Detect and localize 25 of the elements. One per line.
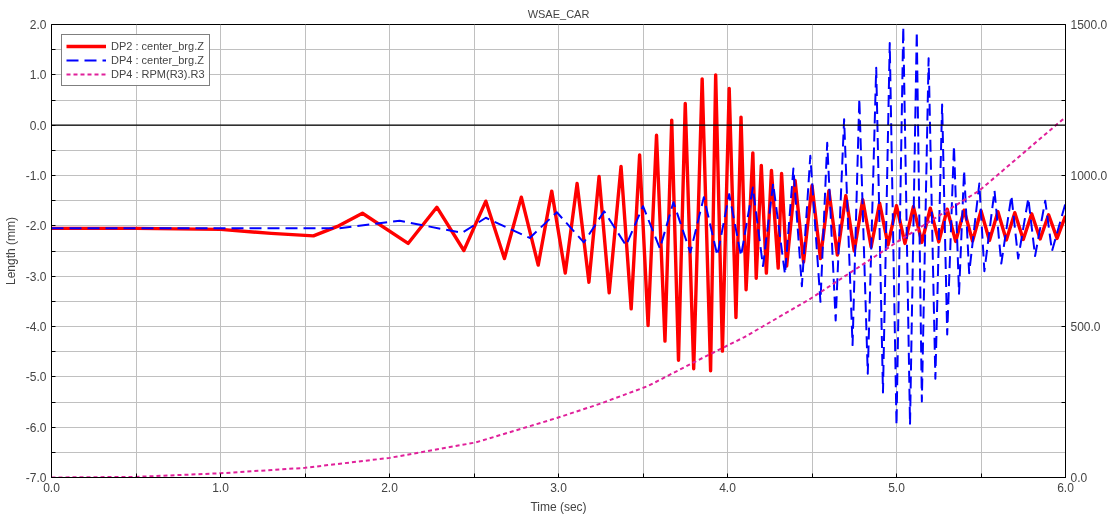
legend-label: DP4 : center_brg.Z [111,53,204,67]
chart-title: WSAE_CAR [527,7,590,20]
y-tick-label: 1.0 [29,68,47,83]
y-tick-label: 0.0 [29,118,47,133]
x-tick-label: 2.0 [381,480,399,495]
legend-label: DP4 : RPM(R3).R3 [111,67,205,81]
y-tick-label: -6.0 [25,420,47,435]
y-tick-label: -2.0 [25,219,47,234]
y-tick-label: -1.0 [25,169,47,183]
y-tick-label: 2.0 [29,18,47,32]
y-tick-label: -4.0 [25,320,47,334]
y-axis-title: Length (mm) [3,216,18,286]
x-tick-label: 1.0 [212,480,230,495]
x-axis-title: Time (sec) [530,499,587,514]
y2-tick-label: 500.0 [1070,320,1101,334]
y2-tick-label: 1000.0 [1070,169,1108,183]
legend-label: DP2 : center_brg.Z [111,39,204,53]
y2-tick-label: 0.0 [1070,471,1088,485]
y-tick-label: -3.0 [25,269,47,284]
y-tick-label: -5.0 [25,370,47,385]
x-tick-label: 4.0 [719,480,737,495]
y2-tick-label: 1500.0 [1070,18,1108,32]
x-tick-label: 5.0 [888,480,906,495]
y-tick-label: -7.0 [25,471,47,485]
x-tick-label: 3.0 [550,480,568,495]
